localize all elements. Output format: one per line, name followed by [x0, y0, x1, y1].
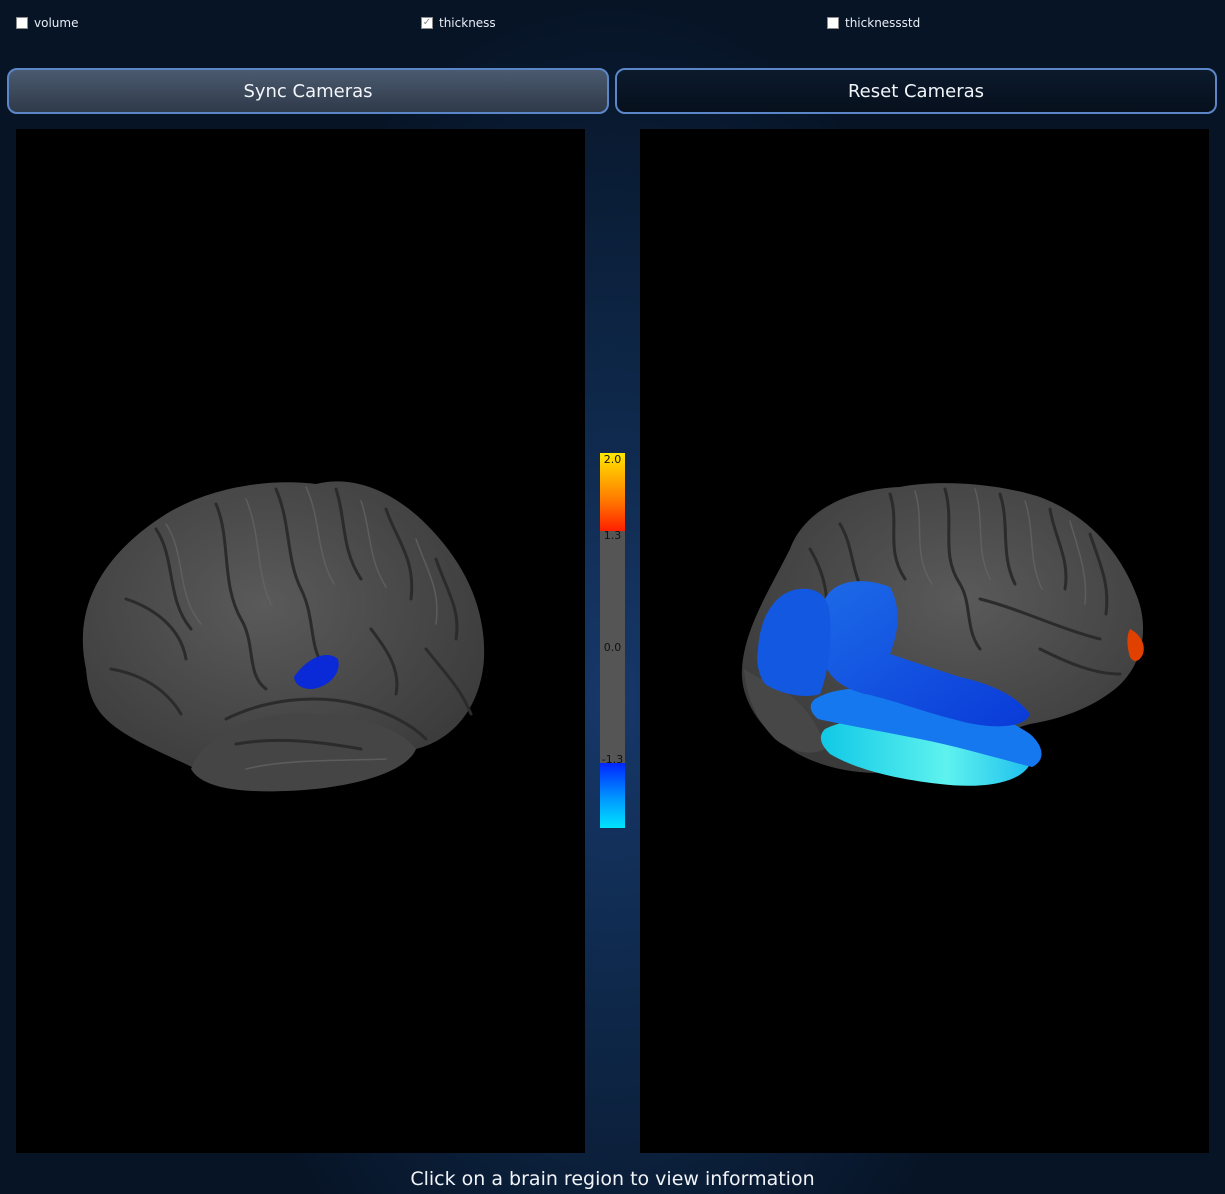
thicknessstd-checkbox[interactable]	[827, 17, 839, 29]
colorbar-legend: 2.0 1.3 0.0 -1.3	[600, 453, 625, 828]
thickness-label: thickness	[439, 16, 496, 30]
sync-cameras-button[interactable]: Sync Cameras	[7, 68, 609, 114]
colorbar-max-label: 2.0	[603, 453, 622, 466]
thickness-checkbox[interactable]: ✓	[421, 17, 433, 29]
volume-checkbox[interactable]	[16, 17, 28, 29]
right-insula-region-blue[interactable]	[821, 581, 1030, 727]
colorbar-neutral-segment	[600, 531, 625, 763]
right-frontal-region-blue[interactable]	[757, 588, 831, 696]
metric-selector: volume ✓ thickness thicknessstd	[0, 16, 1225, 34]
metric-thickness-option[interactable]: ✓ thickness	[421, 16, 496, 30]
left-brain-render[interactable]	[16, 129, 585, 1153]
left-hemisphere-viewer[interactable]	[16, 129, 585, 1153]
right-posterior-region[interactable]	[1127, 629, 1144, 661]
colorbar-upper-threshold-label: 1.3	[603, 529, 622, 542]
reset-cameras-button[interactable]: Reset Cameras	[615, 68, 1217, 114]
colorbar-high-segment	[600, 453, 625, 531]
right-temporal-region-blue[interactable]	[810, 688, 1042, 767]
thicknessstd-label: thicknessstd	[845, 16, 921, 30]
right-brain-render[interactable]	[640, 129, 1209, 1153]
metric-thicknessstd-option[interactable]: thicknessstd	[827, 16, 920, 30]
check-mark-icon: ✓	[422, 17, 432, 28]
volume-label: volume	[34, 16, 79, 30]
right-hemisphere-viewer[interactable]	[640, 129, 1209, 1153]
left-cortex-surface[interactable]	[82, 481, 485, 792]
colorbar-lower-threshold-label: -1.3	[601, 753, 624, 766]
right-temporal-region-cyan[interactable]	[820, 719, 1030, 786]
status-message: Click on a brain region to view informat…	[410, 1168, 815, 1190]
metric-volume-option[interactable]: volume	[16, 16, 78, 30]
colorbar-mid-label: 0.0	[603, 641, 622, 654]
left-region-highlight[interactable]	[294, 655, 339, 689]
colorbar-low-segment	[600, 763, 625, 828]
